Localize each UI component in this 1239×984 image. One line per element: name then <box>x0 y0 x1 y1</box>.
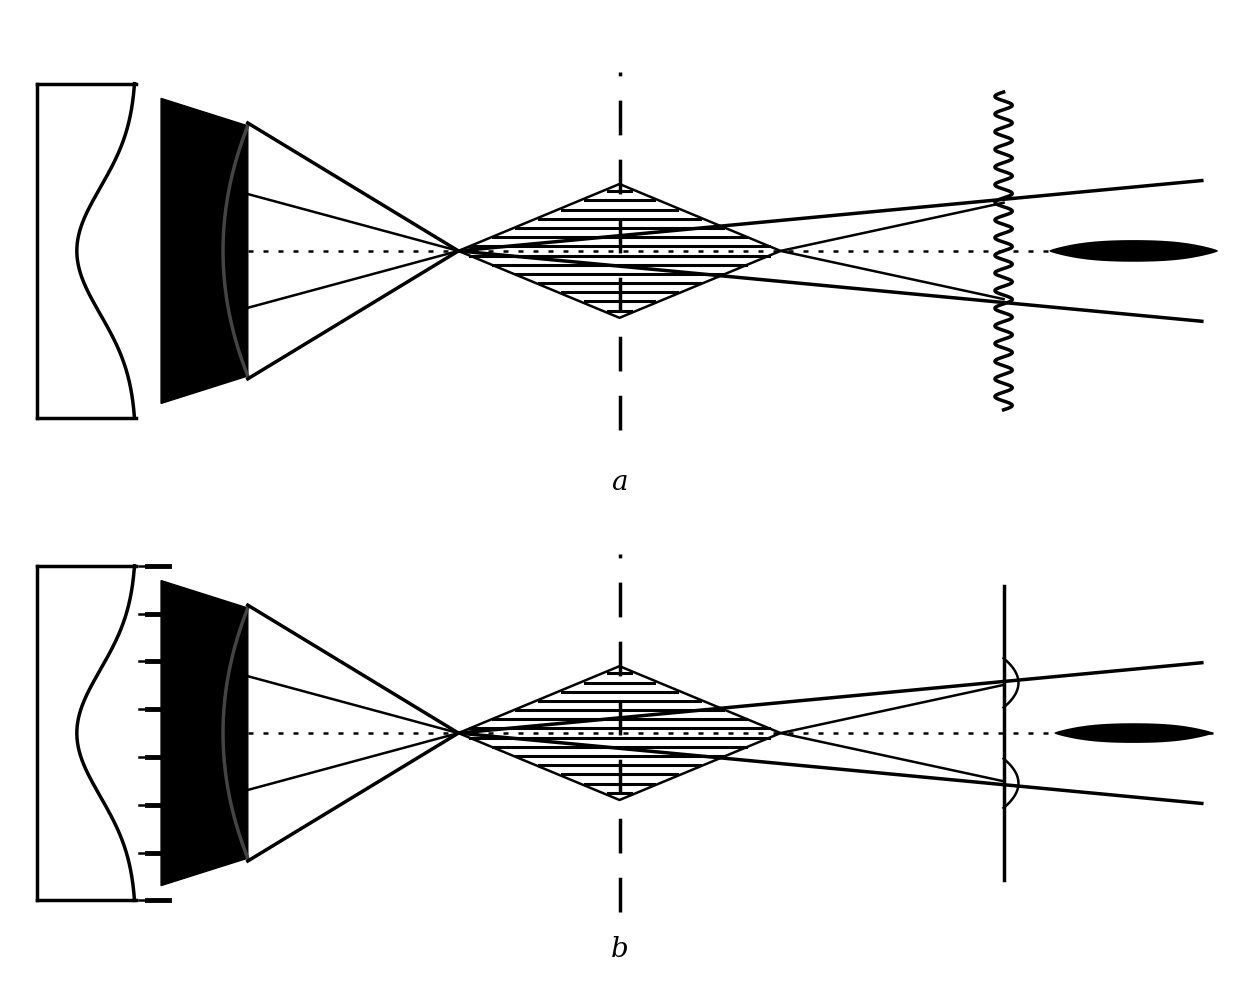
Polygon shape <box>161 98 248 403</box>
Text: a: a <box>611 468 628 496</box>
Polygon shape <box>1049 240 1218 262</box>
Polygon shape <box>1054 723 1213 743</box>
Text: b: b <box>611 936 628 963</box>
Polygon shape <box>161 581 248 886</box>
